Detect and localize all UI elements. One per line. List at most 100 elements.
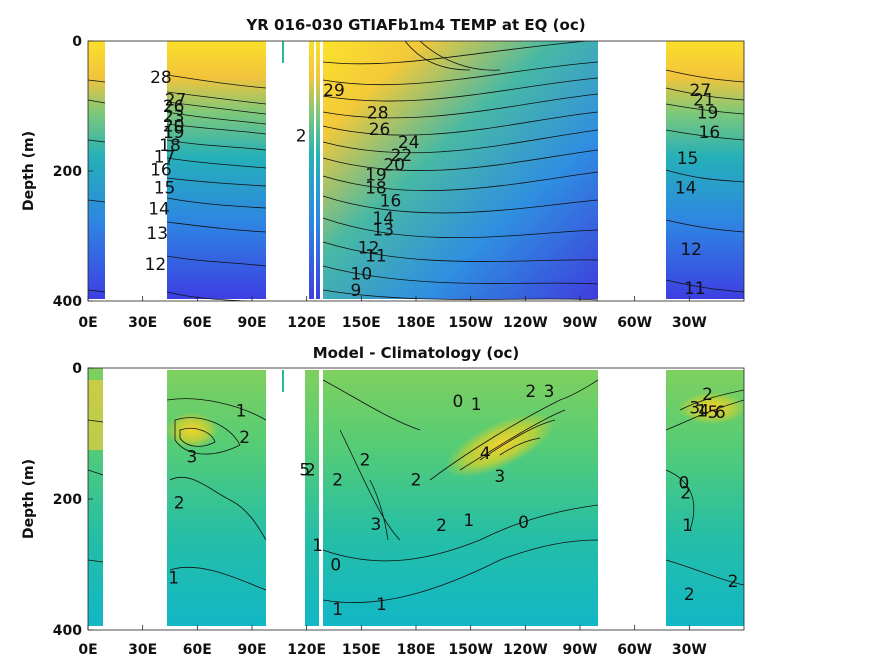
x-tick-label: 60E [183,642,212,656]
x-tick-label: 150E [342,642,381,656]
temperature-field [88,41,744,301]
contour-label: 1 [697,402,708,422]
contour-label: 1 [376,595,387,615]
contour-label: 1 [312,536,323,556]
y-axis-label-top: Depth (m) [21,131,37,211]
x-tick-label: 0E [78,642,97,656]
contour-label: 1 [682,516,693,536]
contour-label: 0 [452,392,463,412]
ocean-pacific-west-strip-diff [305,370,319,626]
contour-label: 5 [708,403,719,423]
contour-label: 2 [728,572,739,592]
panel-temperature: 0E 30E 60E 90E 120E 150E 180E 150W 120W 90W 60W 30W… [21,16,745,331]
ocean-pacific-west-strip-2 [316,41,320,299]
x-tick-label: 60W [617,642,652,656]
contour-label: 1 [168,569,179,589]
ocean-indian [167,41,266,299]
contour-label: 16 [699,123,721,143]
x-tick-label: 150E [342,315,381,331]
contour-label: 26 [163,97,185,117]
y-tick-label: 0 [72,34,82,50]
contour-label: 3 [186,447,197,467]
chart-title-bottom: Model - Climatology (oc) [313,344,520,362]
temperature-contours [88,41,744,301]
x-tick-marks-top: 0E 30E 60E 90E 120E 150E 180E 150W 120W 90W 60W 30W [78,296,707,331]
contour-label: 0 [678,474,689,494]
contour-label: 24 [398,133,420,153]
contour-label: 9 [350,281,361,301]
land-strip-diff [282,370,284,392]
y-tick-label: 400 [53,294,82,310]
x-tick-label: 150W [448,642,493,656]
contour-label: 13 [372,221,394,241]
y-tick-label: 0 [72,361,82,377]
contour-label: 15 [677,149,699,169]
x-tick-label: 30W [672,642,707,656]
x-tick-label: 90W [563,642,598,656]
contour-label: 15 [154,178,176,198]
contour-label: 2 [411,470,422,490]
contour-label: 23 [163,107,185,127]
contour-label: 14 [148,200,170,220]
contour-labels-top: 2827262320191817161514131222928262422201… [145,68,721,301]
contour-label: 27 [689,81,711,101]
contour-label: 19 [163,123,185,143]
contour-label: 20 [163,117,185,137]
chart-title-top: YR 016-030 GTIAFb1m4 TEMP at EQ (oc) [245,16,585,34]
ocean-atlantic-east [88,41,105,299]
x-tick-label: 90E [237,315,266,331]
contour-label: 2 [525,382,536,402]
contour-label: 1 [236,402,247,422]
contour-label: 4 [480,444,491,464]
contour-label: 2 [239,428,250,448]
ocean-pacific-diff [323,370,598,626]
contour-label: 2 [174,493,185,513]
x-tick-label: 120E [287,315,326,331]
contour-label: 12 [680,240,702,260]
contour-label: 26 [369,120,391,140]
x-tick-label: 120W [503,315,548,331]
panel-difference: 0E 30E 60E 90E 120E 150E 180E 150W 120W 90W 60W 30W… [21,344,745,656]
contour-label: 5 [299,461,310,481]
y-tick-marks-top: 0 200 400 [53,34,93,310]
contour-label: 2 [680,483,691,503]
contour-label: 1 [471,395,482,415]
x-tick-label: 60E [183,315,212,331]
y-axis-label-bottom: Depth (m) [21,459,37,539]
land-strip [282,41,284,63]
contour-label: 20 [383,156,405,176]
contour-label: 16 [150,161,172,181]
x-tick-label: 180E [397,315,436,331]
contour-label: 16 [380,191,402,211]
y-tick-label: 200 [53,492,82,508]
contour-label: 2 [436,516,447,536]
contour-label: 14 [372,209,394,229]
contour-label: 3 [494,467,505,487]
x-tick-label: 120W [503,642,548,656]
contour-label: 27 [165,91,187,111]
contour-label: 2 [332,470,343,490]
contour-label: 1 [332,600,343,620]
y-tick-marks-bottom: 0 200 400 [53,361,93,639]
x-tick-label: 120E [287,642,326,656]
units-top: oc [560,16,579,34]
contour-label: 22 [391,146,413,166]
x-tick-marks-bottom: 0E 30E 60E 90E 120E 150E 180E 150W 120W 90W 60W 30W [78,625,707,656]
x-tick-label: 180E [397,642,436,656]
contour-label: 0 [518,513,529,533]
contour-label: 28 [367,104,389,124]
atlantic-hot-diff [88,380,103,450]
contour-label: 12 [358,239,380,259]
x-tick-label: 90W [563,315,598,331]
contour-label: 6 [715,403,726,423]
ocean-atlantic-west [666,41,744,299]
contour-label: 19 [365,165,387,185]
x-tick-label: 150W [448,315,493,331]
contour-label: 2 [360,451,371,471]
y-tick-label: 200 [53,164,82,180]
contour-label: 10 [351,265,373,285]
difference-field [88,368,744,626]
contour-label: 3 [544,382,555,402]
contour-label: 1 [463,511,474,531]
contour-label: 2 [684,585,695,605]
